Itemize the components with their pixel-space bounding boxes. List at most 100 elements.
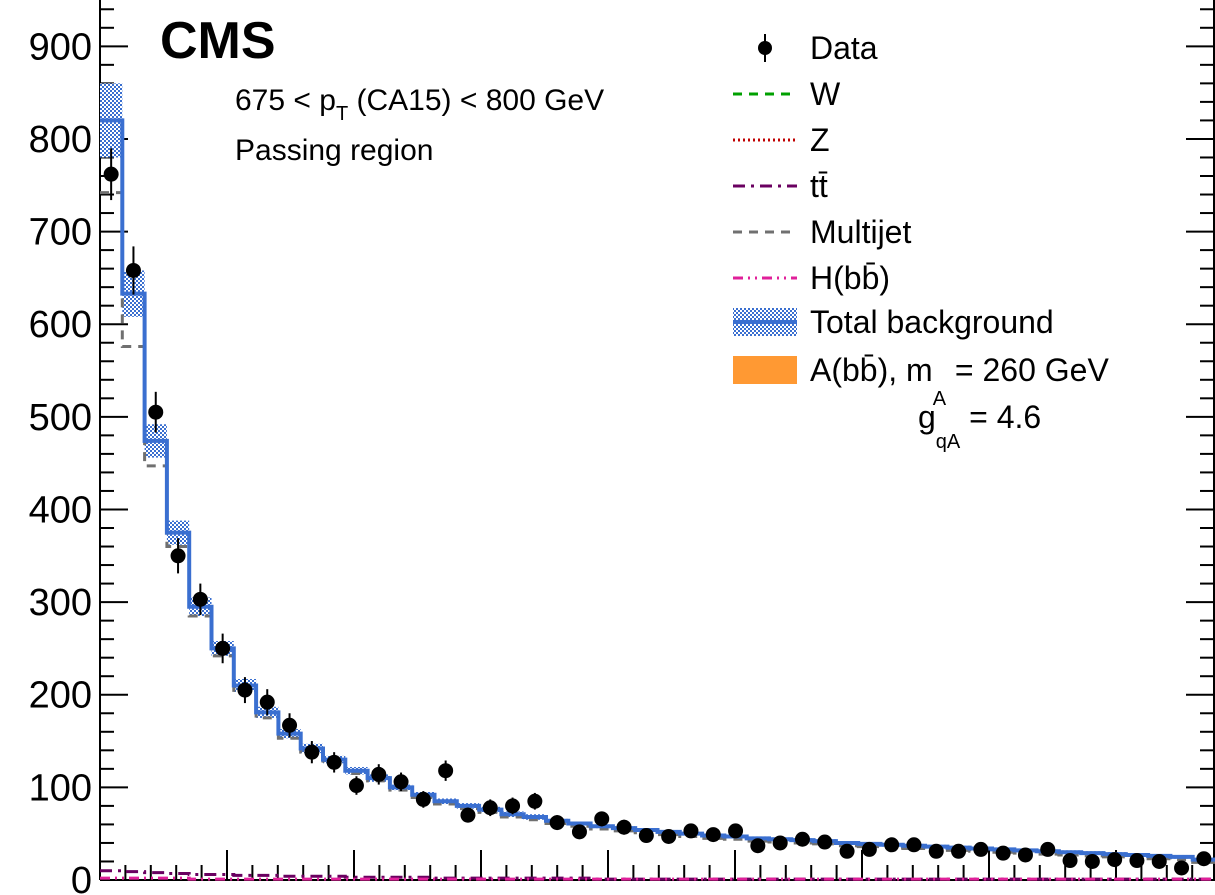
- data-marker: [215, 640, 231, 656]
- data-point: [393, 772, 409, 792]
- data-point: [282, 713, 298, 738]
- data-point: [728, 823, 744, 839]
- legend-label-signal: A(bb̄), mA = 260 GeV: [810, 352, 1109, 410]
- y-tick-label: 300: [29, 582, 92, 624]
- data-point: [527, 792, 543, 810]
- data-marker: [1129, 853, 1145, 869]
- data-point: [906, 837, 922, 853]
- y-tick-label: 400: [29, 489, 92, 531]
- data-marker: [728, 823, 744, 839]
- data-marker: [103, 166, 119, 182]
- data-point: [482, 799, 498, 817]
- data-point: [103, 148, 119, 201]
- multijet-line: [100, 191, 1215, 864]
- data-point: [1107, 852, 1123, 868]
- y-axis-ticks: 0 100 200 300 400 500 600 700 800 900: [29, 8, 1214, 895]
- legend-label-w: W: [810, 76, 841, 112]
- data-points: [103, 148, 1212, 876]
- data-point: [661, 828, 677, 844]
- data-marker: [817, 834, 833, 850]
- data-marker: [750, 838, 766, 854]
- data-marker: [705, 827, 721, 843]
- data-point: [884, 837, 900, 853]
- data-point: [1174, 860, 1190, 876]
- y-tick-label: 500: [29, 397, 92, 439]
- pt-range-annotation: 675 < pT (CA15) < 800 GeV: [235, 84, 604, 125]
- data-point: [326, 752, 342, 773]
- data-marker: [1062, 853, 1078, 869]
- data-point: [1040, 841, 1056, 857]
- data-marker: [348, 778, 364, 794]
- legend-label-total: Total background: [810, 304, 1054, 340]
- data-marker: [148, 404, 164, 420]
- data-marker: [393, 774, 409, 790]
- data-point: [1062, 853, 1078, 869]
- legend-label-hbb: H(bb̄): [810, 260, 890, 296]
- y-tick-label: 700: [29, 212, 92, 254]
- data-marker: [1107, 852, 1123, 868]
- legend-symbol-total: [733, 308, 797, 336]
- data-point: [1017, 847, 1033, 863]
- data-marker: [884, 837, 900, 853]
- data-point: [750, 838, 766, 854]
- data-point: [505, 797, 521, 815]
- data-marker: [661, 828, 677, 844]
- legend-label-tt: tt̄: [810, 168, 828, 204]
- data-point: [237, 677, 253, 704]
- data-marker: [1174, 860, 1190, 876]
- y-tick-label: 0: [71, 860, 92, 895]
- total-background-uncertainty-band: [100, 83, 1215, 862]
- y-tick-label: 900: [29, 26, 92, 68]
- y-tick-label: 200: [29, 675, 92, 717]
- y-tick-label: 800: [29, 119, 92, 161]
- data-point: [438, 760, 454, 781]
- data-marker: [371, 766, 387, 782]
- data-point: [794, 831, 810, 847]
- data-marker: [259, 694, 275, 710]
- data-point: [594, 811, 610, 827]
- data-marker: [170, 548, 186, 564]
- data-point: [348, 776, 364, 795]
- region-annotation: Passing region: [235, 134, 433, 167]
- data-point: [215, 633, 231, 664]
- data-marker: [683, 823, 699, 839]
- data-marker: [571, 824, 587, 840]
- data-point: [1151, 853, 1167, 869]
- data-marker: [1084, 853, 1100, 869]
- data-point: [616, 819, 632, 835]
- data-marker: [326, 754, 342, 770]
- data-marker: [1017, 847, 1033, 863]
- data-marker: [995, 845, 1011, 861]
- y-tick-label: 100: [29, 767, 92, 809]
- legend-symbol-data: [758, 34, 772, 62]
- data-marker: [237, 682, 253, 698]
- data-point: [571, 824, 587, 840]
- data-marker: [1040, 841, 1056, 857]
- y-tick-label: 600: [29, 304, 92, 346]
- data-marker: [482, 800, 498, 816]
- data-marker: [638, 828, 654, 844]
- data-point: [683, 823, 699, 839]
- data-marker: [1151, 853, 1167, 869]
- plot-frame: [99, 0, 1215, 881]
- data-point: [259, 689, 275, 716]
- data-marker: [304, 744, 320, 760]
- data-marker: [527, 793, 543, 809]
- legend-label-z: Z: [810, 122, 830, 158]
- data-point: [951, 843, 967, 859]
- data-marker: [772, 835, 788, 851]
- data-point: [192, 583, 208, 616]
- data-point: [460, 807, 476, 823]
- data-point: [839, 843, 855, 859]
- data-marker: [973, 841, 989, 857]
- data-point: [861, 841, 877, 857]
- data-point: [304, 741, 320, 764]
- data-point: [1084, 853, 1100, 869]
- hbb-line: [100, 876, 1215, 881]
- data-marker: [192, 591, 208, 607]
- data-point: [995, 845, 1011, 861]
- data-point: [705, 827, 721, 843]
- data-point: [170, 538, 186, 574]
